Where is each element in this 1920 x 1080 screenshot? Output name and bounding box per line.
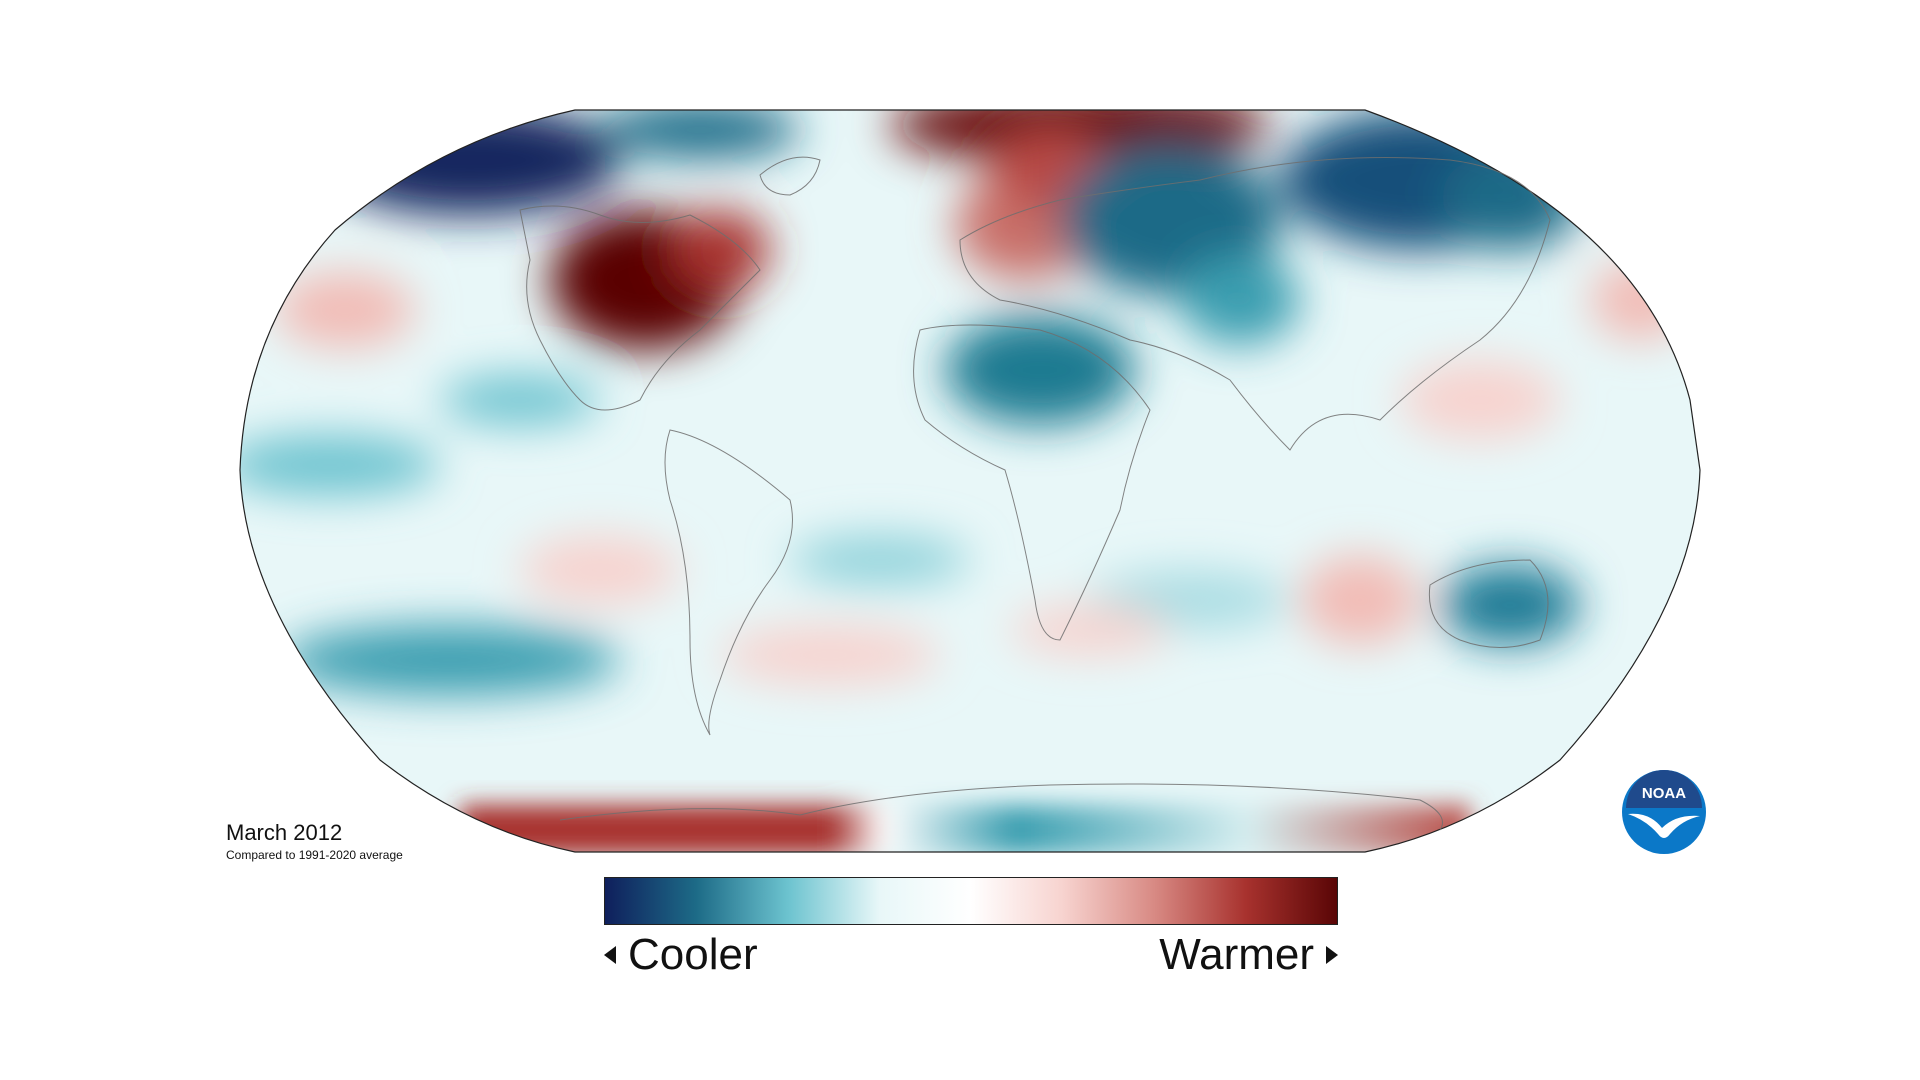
north-pacific-warm-blob	[275, 272, 415, 348]
anomaly-field	[240, 110, 1700, 852]
south-indian-warm-blob	[1300, 555, 1420, 645]
south-america-coast	[664, 429, 793, 736]
arctic-warm-blob	[890, 110, 1270, 165]
warmer-text: Warmer	[1159, 930, 1314, 979]
baseline-note: Compared to 1991-2020 average	[226, 848, 403, 862]
australia-cool-blob	[1440, 565, 1580, 645]
antarctica-coast	[559, 783, 1443, 831]
right-arrow-icon	[1326, 946, 1338, 964]
left-arrow-icon	[604, 946, 616, 964]
color-scale-bar	[604, 877, 1338, 925]
cooler-label: Cooler	[604, 930, 758, 980]
coastlines	[519, 156, 1551, 831]
anomaly-blobs	[240, 110, 1690, 695]
north-america-coast	[519, 205, 761, 411]
logo-text: NOAA	[1642, 785, 1686, 802]
warmer-label: Warmer	[1159, 930, 1338, 980]
noaa-logo-icon: NOAA	[1622, 770, 1706, 854]
map-date: March 2012	[226, 820, 343, 845]
logo-bird	[1628, 813, 1700, 838]
se-atlantic-warm-blob	[1010, 605, 1170, 655]
great-lakes-warm-blob	[670, 210, 770, 290]
antarctic-band	[460, 805, 1470, 852]
south-china-warm-blob	[1400, 360, 1560, 440]
central-asia-cool-blob	[1180, 255, 1300, 345]
south-atlantic-warm-blob	[720, 625, 940, 685]
eurasia-coast	[959, 157, 1551, 451]
south-atlantic-cool-blob	[790, 535, 970, 585]
west-pacific-warm-blob	[1590, 260, 1690, 340]
australia-coast	[1428, 559, 1549, 648]
sahara-cool-blob	[945, 315, 1135, 425]
cooler-text: Cooler	[628, 930, 758, 979]
south-pacific-cool-blob	[280, 625, 620, 695]
map-outline	[239, 109, 1701, 853]
east-pacific-cool-blob	[440, 375, 600, 425]
se-pacific-warm-blob	[520, 535, 680, 605]
africa-coast	[913, 324, 1151, 641]
alaska-cool-blob	[320, 110, 620, 215]
logo-top-half	[1626, 770, 1702, 808]
far-east-cool-blob	[1440, 150, 1580, 250]
canada-arctic-cool-blob	[600, 110, 800, 158]
greenland-coast	[759, 156, 821, 196]
north-pacific-cool-blob	[240, 435, 440, 495]
